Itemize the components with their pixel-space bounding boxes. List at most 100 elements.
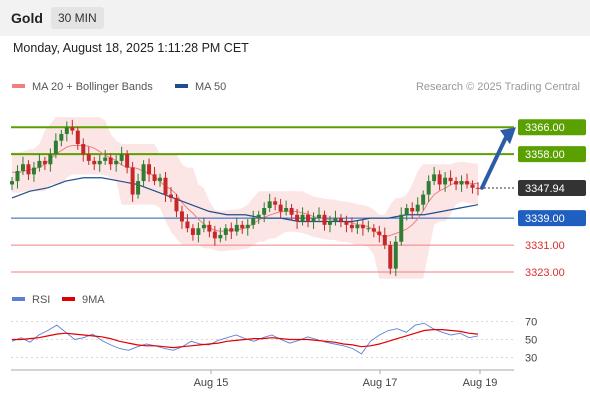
candle-body xyxy=(212,231,217,239)
candle-body xyxy=(119,154,124,161)
candle-body xyxy=(108,157,113,165)
level-tag-3366.00 xyxy=(518,119,586,136)
candle-body xyxy=(371,228,376,232)
candle-body xyxy=(201,224,206,229)
candle-body xyxy=(284,208,289,212)
candle-body xyxy=(97,160,102,165)
candle-body xyxy=(207,224,212,232)
candle-body xyxy=(355,224,360,229)
candle-body xyxy=(421,194,426,205)
candle-body xyxy=(437,174,442,185)
candle-body xyxy=(81,144,86,155)
candle-body xyxy=(196,228,201,235)
candle-body xyxy=(360,224,365,229)
level-label-3323.00: 3323.00 xyxy=(525,267,565,279)
rsi-tick-50: 50 xyxy=(525,335,537,347)
candle-body xyxy=(295,214,300,222)
candle-body xyxy=(125,154,130,168)
rsi-tick-70: 70 xyxy=(525,317,537,329)
candle-body xyxy=(26,164,31,175)
level-label-3358.00: 3358.00 xyxy=(525,149,565,161)
candle-body xyxy=(300,214,305,222)
rsi-legend-swatch-0 xyxy=(12,297,25,301)
x-tick-label-2: Aug 19 xyxy=(463,377,498,389)
candle-body xyxy=(42,160,47,165)
candle-body xyxy=(306,214,311,222)
legend-swatch-0 xyxy=(12,84,25,88)
candle-body xyxy=(267,201,272,209)
candles xyxy=(10,119,480,277)
candle-body xyxy=(388,245,393,269)
candle-body xyxy=(470,184,475,188)
candle-body xyxy=(404,208,409,215)
candle-body xyxy=(443,177,448,185)
candle-body xyxy=(459,181,464,185)
forecast-arrow-head xyxy=(500,127,516,145)
candle-body xyxy=(454,181,459,185)
candle-body xyxy=(114,160,119,165)
candle-body xyxy=(349,224,354,229)
timeframe-badge[interactable]: 30 MIN xyxy=(51,7,104,29)
candle-body xyxy=(75,130,80,145)
candle-body xyxy=(278,204,283,212)
candle-body xyxy=(399,214,404,242)
instrument-title: Gold xyxy=(11,10,43,26)
candle-body xyxy=(262,208,267,215)
candle-body xyxy=(415,204,420,212)
candle-body xyxy=(218,234,223,239)
candle-body xyxy=(476,187,480,189)
candle-body xyxy=(234,224,239,232)
rsi-series-9MA xyxy=(12,329,479,349)
candle-body xyxy=(432,174,437,182)
candle-body xyxy=(393,241,398,269)
candle-body xyxy=(53,140,58,155)
chart-legend: MA 20 + Bollinger Bands MA 50 xyxy=(12,81,226,93)
candle-body xyxy=(382,234,387,246)
candle-body xyxy=(179,211,184,222)
candle-body xyxy=(311,218,316,222)
candle-body xyxy=(92,160,97,165)
candle-body xyxy=(465,181,470,185)
candle-body xyxy=(10,181,14,185)
candle-body xyxy=(448,177,453,182)
candle-body xyxy=(256,214,261,219)
candle-body xyxy=(185,221,190,229)
level-tag-3358.00 xyxy=(518,146,586,163)
last-price-label: 3347.94 xyxy=(525,183,565,195)
candle-body xyxy=(163,177,168,195)
candle-body xyxy=(70,127,75,131)
x-tick-label-1: Aug 17 xyxy=(363,377,398,389)
level-label-3331.00: 3331.00 xyxy=(525,240,565,252)
candle-body xyxy=(245,224,250,229)
candle-body xyxy=(223,228,228,235)
candle-body xyxy=(251,218,256,225)
copyright-text: Research © 2025 Trading Central xyxy=(416,81,580,93)
candle-body xyxy=(130,167,135,195)
candle-body xyxy=(136,181,141,195)
level-label-3339.00: 3339.00 xyxy=(525,213,565,225)
candle-body xyxy=(168,194,173,198)
candle-body xyxy=(31,167,36,175)
candle-body xyxy=(366,228,371,230)
candle-body xyxy=(338,218,343,222)
candle-body xyxy=(141,164,146,182)
candle-body xyxy=(152,174,157,182)
candle-body xyxy=(86,154,91,161)
level-label-3366.00: 3366.00 xyxy=(525,122,565,134)
candle-body xyxy=(240,224,245,229)
bollinger-band xyxy=(12,117,478,279)
candle-body xyxy=(59,133,64,141)
candle-body xyxy=(48,154,53,165)
legend-label-1: MA 50 xyxy=(195,81,226,93)
candle-body xyxy=(273,201,278,205)
candle-body xyxy=(322,214,327,225)
candle-body xyxy=(317,214,322,219)
candle-body xyxy=(410,208,415,212)
candle-body xyxy=(158,177,163,182)
timestamp: Monday, August 18, 2025 1:11:28 PM CET xyxy=(13,41,249,55)
last-price-tag xyxy=(518,180,586,197)
candle-body xyxy=(103,157,108,161)
level-tag-3339.00 xyxy=(518,210,586,227)
candle-body xyxy=(190,228,195,235)
